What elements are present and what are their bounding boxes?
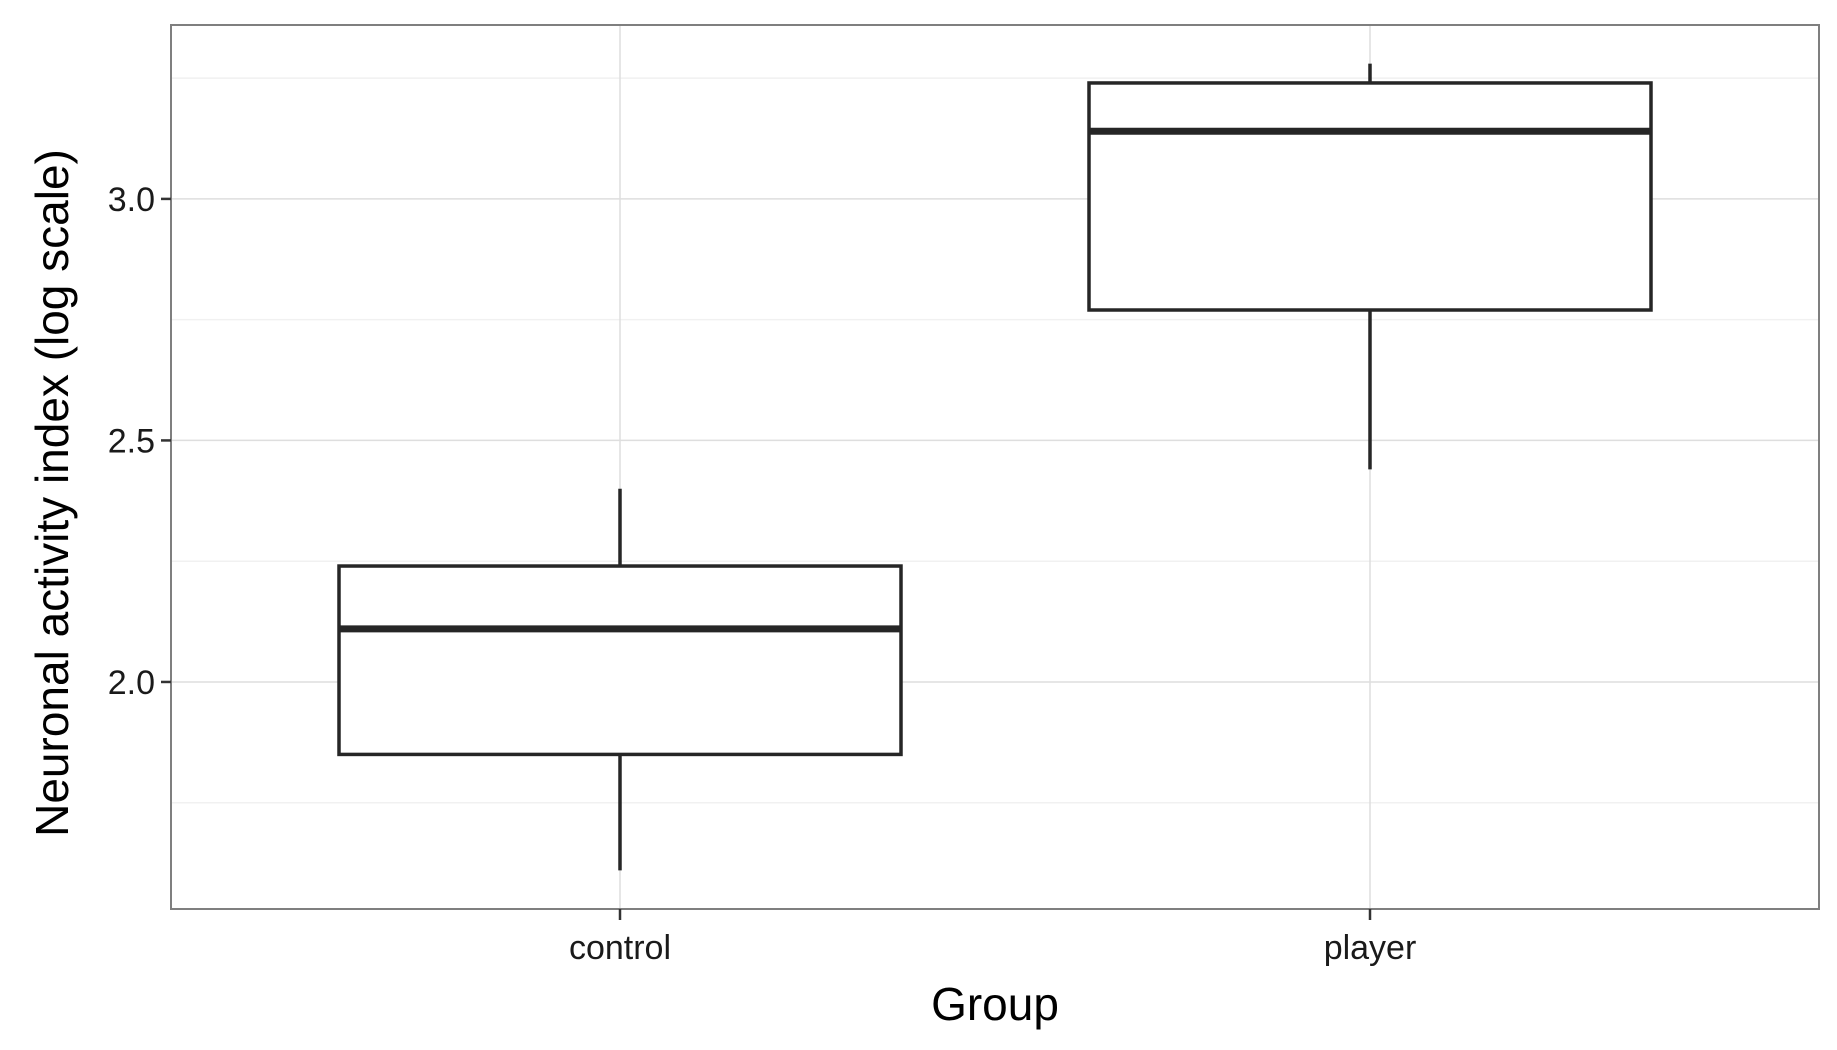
x-tick-label: control (569, 929, 671, 967)
x-axis: control player (569, 909, 1416, 967)
box-iqr (337, 564, 903, 757)
box-player (1087, 63, 1653, 470)
y-tick-label: 3.0 (108, 181, 155, 219)
x-tick-label: player (1324, 929, 1417, 967)
box-iqr (1087, 81, 1653, 312)
x-axis-title: Group (931, 978, 1059, 1030)
box-control (337, 488, 903, 871)
y-axis: 2.0 2.5 3.0 (108, 181, 171, 702)
panel-border (170, 24, 1820, 910)
y-tick-label: 2.0 (108, 664, 155, 702)
y-tick-label: 2.5 (108, 422, 155, 460)
y-axis-title: Neuronal activity index (log scale) (26, 149, 78, 837)
box-layer (337, 63, 1653, 871)
